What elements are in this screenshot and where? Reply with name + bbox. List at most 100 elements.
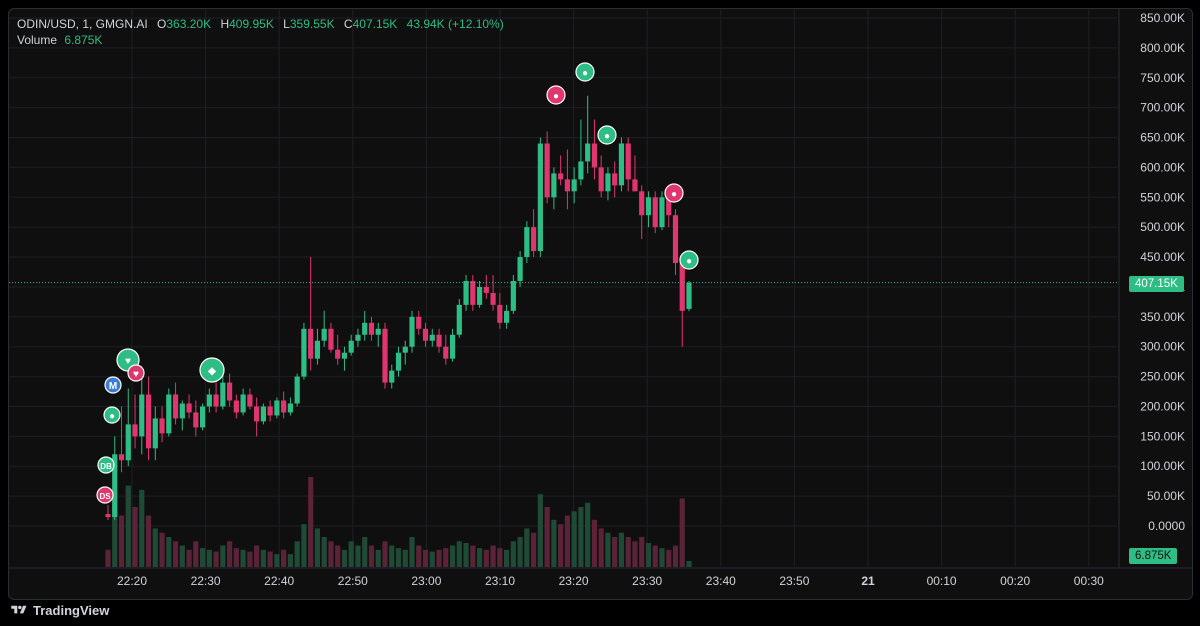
candle-body xyxy=(558,173,564,180)
chart-panel[interactable]: 850.00K 800.00K 750.00K 700.00K 650.00K 600.0… xyxy=(8,8,1193,600)
volume-bar xyxy=(659,548,665,567)
volume-bar xyxy=(645,543,652,567)
candle-body xyxy=(368,322,375,335)
candle-body xyxy=(132,424,138,437)
candle-body xyxy=(172,394,179,419)
candle-body xyxy=(517,257,523,281)
legend-ohlc-row: ODIN/USD, 1, GMGN.AI O363.20K H409.95K L… xyxy=(17,16,504,32)
volume-label[interactable]: Volume xyxy=(17,33,58,47)
volume-bar xyxy=(247,551,253,567)
candle-body xyxy=(382,328,388,383)
volume-bar xyxy=(531,532,537,567)
candle-body xyxy=(341,352,348,359)
close-value: 407.15K xyxy=(352,17,398,31)
y-tick-label: 350.00K xyxy=(1140,310,1185,324)
y-tick-label: 750.00K xyxy=(1140,71,1185,85)
candle-body xyxy=(686,282,692,309)
legend: ODIN/USD, 1, GMGN.AI O363.20K H409.95K L… xyxy=(17,16,504,48)
trade-marker-glyph: M xyxy=(109,381,117,392)
volume-tag: 6.875K xyxy=(1129,548,1178,564)
high-label: H xyxy=(220,17,230,31)
volume-bar xyxy=(362,537,368,567)
candle-body xyxy=(503,310,510,323)
volume-bar xyxy=(395,548,402,567)
candle-body xyxy=(632,179,638,192)
trade-marker-glyph: DS xyxy=(99,492,111,501)
candle-body xyxy=(321,328,327,341)
volume-bar xyxy=(341,549,348,567)
volume-bar xyxy=(308,477,314,567)
volume-bar xyxy=(625,537,631,567)
candle-body xyxy=(578,161,584,180)
volume-bar xyxy=(436,549,442,567)
symbol-label[interactable]: ODIN/USD, 1, GMGN.AI xyxy=(17,17,148,31)
volume-bar xyxy=(571,511,577,567)
candle-body xyxy=(213,394,219,407)
candle-body xyxy=(355,334,361,341)
candle-body xyxy=(537,143,543,252)
y-tick-label: 500.00K xyxy=(1140,220,1185,234)
candle-body xyxy=(193,412,199,428)
volume-bar xyxy=(206,549,212,567)
volume-bar xyxy=(402,549,408,567)
volume-bar xyxy=(564,515,570,567)
candle-body xyxy=(152,418,158,449)
candle-body xyxy=(179,403,185,419)
x-tick-label: 23:40 xyxy=(706,574,736,588)
volume-bar xyxy=(186,549,192,567)
volume-bar xyxy=(476,548,483,567)
candle-body xyxy=(145,394,152,449)
volume-bar xyxy=(152,528,158,567)
candle-body xyxy=(260,406,266,422)
volume-bar xyxy=(355,545,361,567)
volume-bar xyxy=(605,532,611,567)
candle-body xyxy=(240,394,246,413)
footer[interactable]: TradingView xyxy=(10,600,109,620)
candle-body xyxy=(281,400,287,413)
candle-body xyxy=(375,328,381,335)
candle-body xyxy=(348,340,354,353)
x-tick-label: 22:20 xyxy=(117,574,147,588)
volume-bar xyxy=(139,489,145,567)
trade-marker-glyph: ● xyxy=(604,131,610,142)
volume-bar xyxy=(145,515,152,567)
candle-body xyxy=(612,173,618,186)
y-tick-label: 700.00K xyxy=(1140,101,1185,115)
trade-marker-icon xyxy=(546,85,566,105)
candlestick-chart[interactable]: 850.00K 800.00K 750.00K 700.00K 650.00K 600.0… xyxy=(9,9,1192,599)
volume-bar xyxy=(416,545,422,567)
volume-bar xyxy=(274,554,280,567)
volume-bar xyxy=(172,541,179,567)
volume-bar xyxy=(166,537,172,567)
candle-body xyxy=(287,403,294,413)
low-label: L xyxy=(283,17,290,31)
candle-body xyxy=(456,304,462,335)
candle-body xyxy=(227,382,233,401)
y-tick-label: 650.00K xyxy=(1140,131,1185,145)
candle-body xyxy=(159,418,165,434)
low-value: 359.55K xyxy=(289,17,335,31)
change-value: 43.94K (+12.10%) xyxy=(406,17,504,31)
candle-body xyxy=(672,215,679,264)
volume-bar xyxy=(112,498,118,567)
volume-bar xyxy=(598,528,604,567)
y-tick-label: 0.0000 xyxy=(1148,519,1185,533)
candle-body xyxy=(220,382,226,407)
x-tick-label: 22:30 xyxy=(191,574,221,588)
volume-bar xyxy=(375,549,381,567)
volume-bar xyxy=(227,541,233,567)
candle-body xyxy=(449,334,456,359)
legend-volume-row: Volume 6.875K xyxy=(17,32,504,48)
trade-marker-glyph: ♥ xyxy=(133,369,139,380)
candle-body xyxy=(490,292,496,305)
candle-body xyxy=(497,304,503,323)
y-tick-label: 250.00K xyxy=(1140,370,1185,384)
candle-body xyxy=(571,179,577,192)
volume-bar xyxy=(348,541,354,567)
volume-bar xyxy=(321,537,327,567)
volume-bar xyxy=(368,545,375,567)
volume-bar xyxy=(585,502,591,567)
candle-body xyxy=(118,454,125,461)
candle-body xyxy=(551,173,557,198)
volume-bar xyxy=(456,541,462,567)
